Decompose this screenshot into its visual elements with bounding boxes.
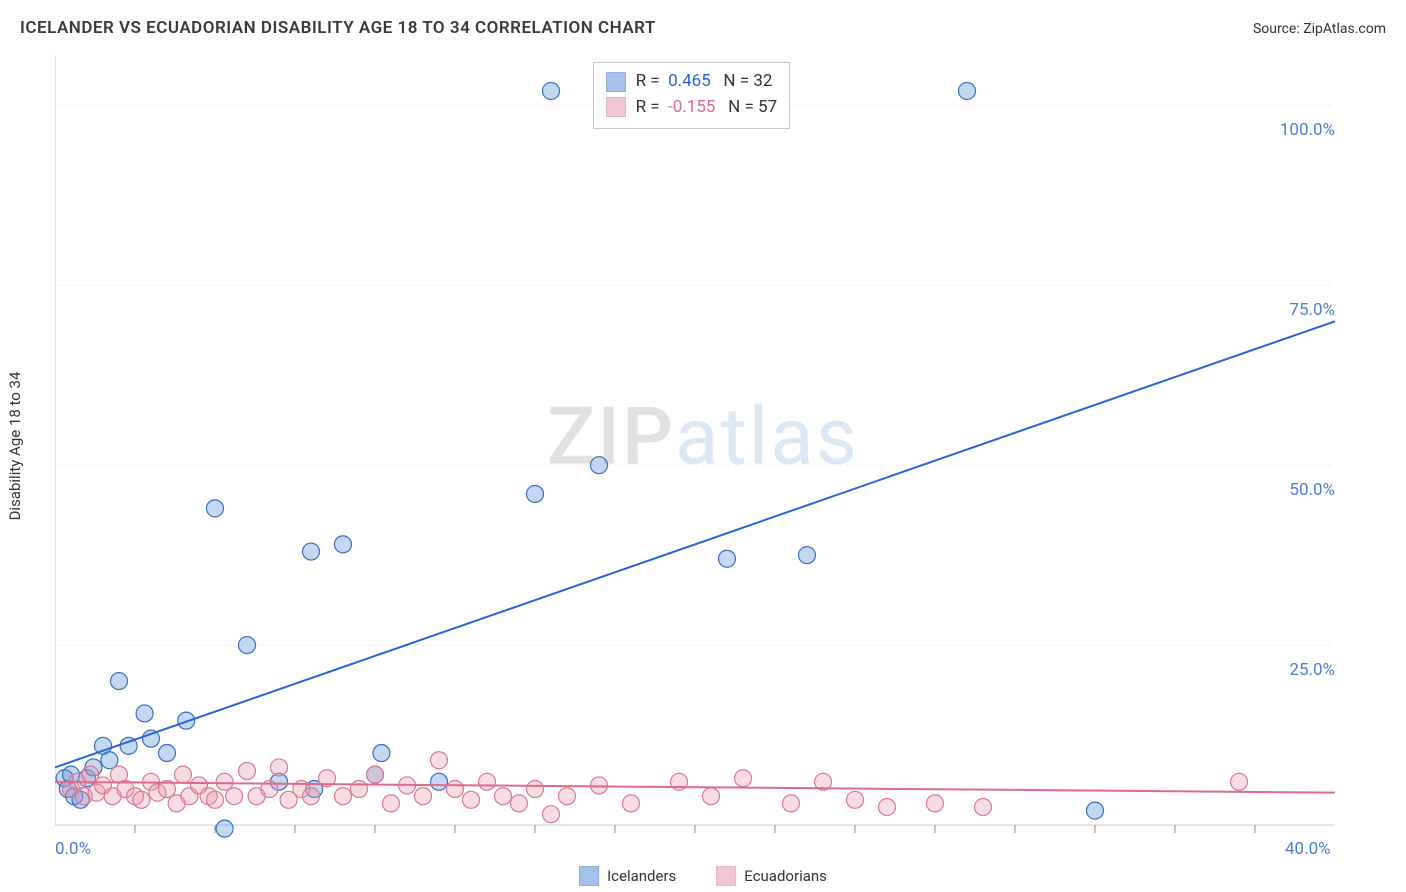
x-tick-label: 40.0% [1285, 839, 1331, 859]
legend-item: Ecuadorians [716, 866, 827, 886]
y-tick-label: 75.0% [1289, 300, 1335, 320]
y-tick-label: 25.0% [1289, 660, 1335, 680]
legend-item: Icelanders [579, 866, 676, 886]
legend-label: Icelanders [607, 867, 676, 885]
legend-swatch [716, 866, 736, 886]
info-row: R = -0.155 N = 57 [606, 95, 778, 121]
correlation-info-box: R = 0.465 N = 32R = -0.155 N = 57 [593, 62, 791, 129]
info-text: R = -0.155 N = 57 [636, 95, 778, 121]
series-swatch [606, 97, 626, 117]
source-attribution: Source: ZipAtlas.com [1253, 21, 1386, 37]
info-row: R = 0.465 N = 32 [606, 69, 778, 95]
legend-swatch [579, 866, 599, 886]
legend: Icelanders Ecuadorians [579, 866, 827, 886]
chart-title: ICELANDER VS ECUADORIAN DISABILITY AGE 1… [20, 18, 656, 38]
series-swatch [606, 72, 626, 92]
source-link[interactable]: ZipAtlas.com [1303, 21, 1386, 37]
y-axis-label: Disability Age 18 to 34 [6, 372, 24, 521]
source-prefix: Source: [1253, 21, 1303, 37]
legend-label: Ecuadorians [744, 867, 827, 885]
y-tick-label: 50.0% [1289, 480, 1335, 500]
x-tick-label: 0.0% [55, 839, 91, 859]
info-text: R = 0.465 N = 32 [636, 69, 773, 95]
y-tick-label: 100.0% [1280, 120, 1335, 140]
scatter-plot [55, 55, 1385, 875]
